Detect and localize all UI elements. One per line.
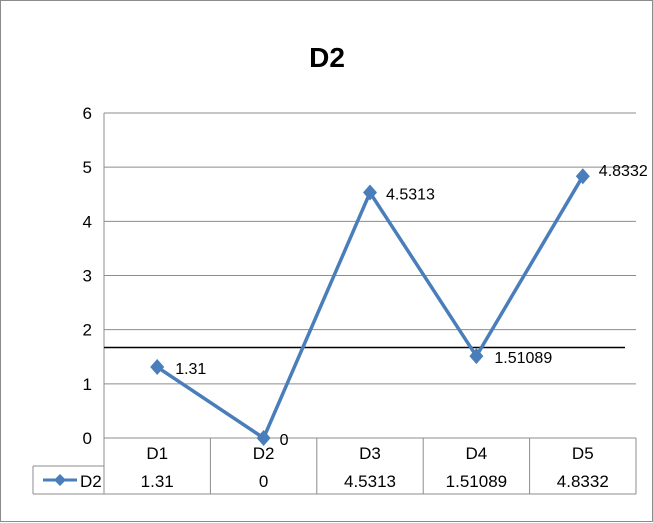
- x-category-label: D1: [146, 444, 168, 463]
- data-table-value: 1.31: [141, 472, 174, 491]
- y-tick-label: 2: [83, 321, 92, 340]
- x-category-label: D3: [359, 444, 381, 463]
- y-tick-label: 4: [83, 212, 92, 231]
- data-point: [150, 359, 165, 376]
- data-label: 1.51089: [494, 350, 552, 367]
- data-point: [256, 430, 271, 446]
- data-table-value: 1.51089: [446, 472, 507, 491]
- data-table-value: 4.5313: [344, 472, 396, 491]
- y-tick-label: 5: [83, 158, 92, 177]
- legend-series-label: D2: [80, 472, 102, 491]
- x-category-label: D5: [572, 444, 594, 463]
- data-label: 0: [280, 432, 289, 449]
- series-line: [156, 175, 585, 440]
- x-category-label: D2: [253, 444, 275, 463]
- legend-marker: [54, 474, 66, 486]
- data-point: [469, 348, 484, 365]
- x-category-label: D4: [466, 444, 488, 463]
- data-label: 4.8332: [599, 163, 648, 180]
- data-label: 1.31: [175, 361, 206, 378]
- y-tick-label: 0: [83, 429, 92, 448]
- y-tick-label: 6: [83, 104, 92, 123]
- y-tick-label: 1: [83, 375, 92, 394]
- data-label: 4.5313: [386, 187, 435, 204]
- data-point: [575, 168, 590, 185]
- data-table-value: 0: [259, 472, 268, 491]
- chart-title: D2: [309, 42, 345, 73]
- y-tick-label: 3: [83, 267, 92, 286]
- data-table-value: 4.8332: [557, 472, 609, 491]
- data-point: [363, 184, 377, 201]
